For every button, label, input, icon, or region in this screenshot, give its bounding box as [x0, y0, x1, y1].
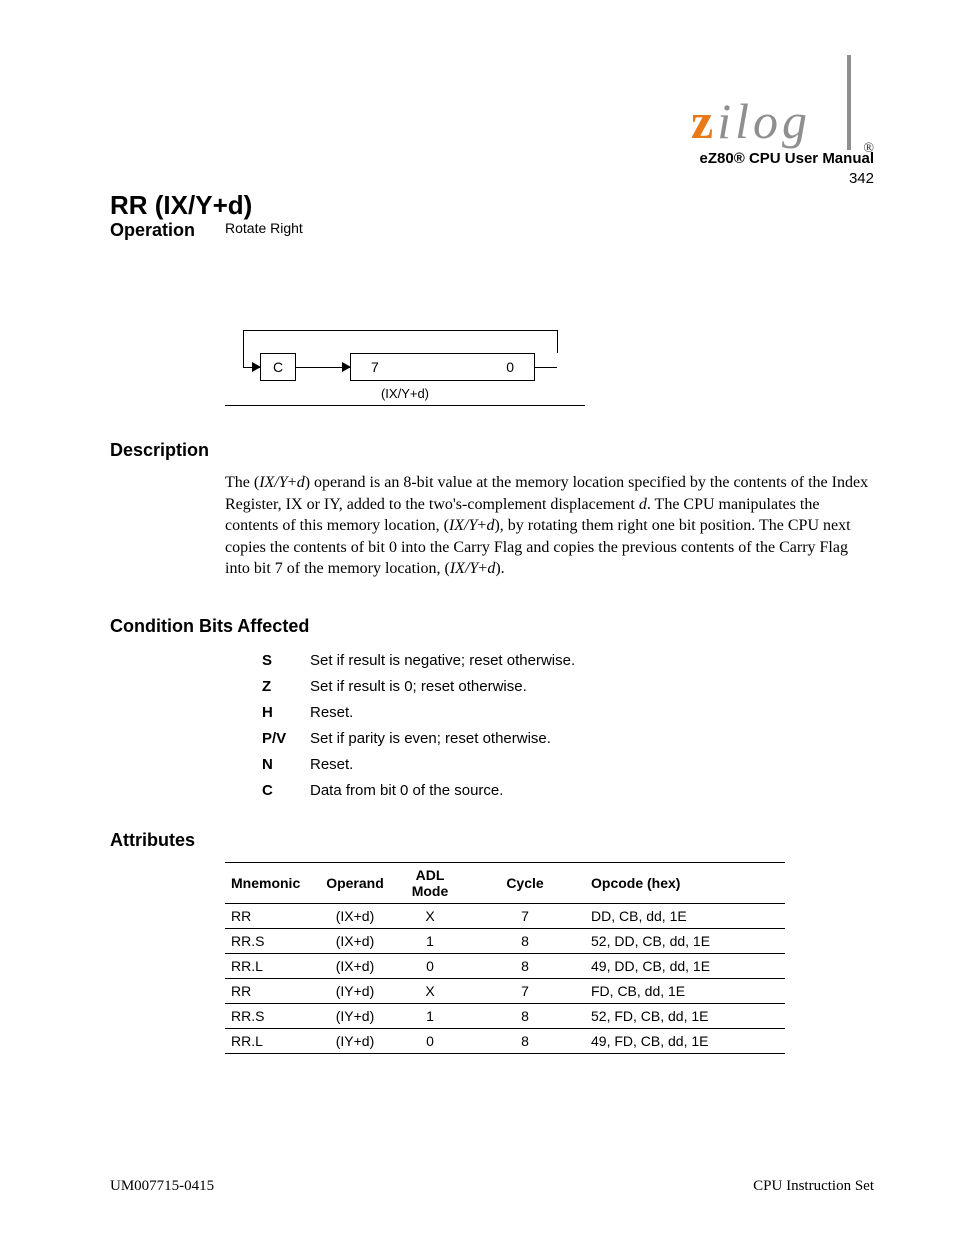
flags-heading: Condition Bits Affected: [110, 616, 309, 637]
table-cell: 8: [465, 1004, 585, 1029]
table-cell: RR: [225, 979, 315, 1004]
flag-text: Set if result is 0; reset otherwise.: [310, 674, 575, 700]
table-cell: FD, CB, dd, 1E: [585, 979, 785, 1004]
col-adl-mode: ADL Mode: [395, 863, 465, 904]
attributes-table: Mnemonic Operand ADL Mode Cycle Opcode (…: [225, 862, 785, 1054]
flag-key: Z: [262, 674, 286, 700]
table-cell: 8: [465, 929, 585, 954]
table-cell: (IX+d): [315, 954, 395, 979]
table-row: RR.L(IX+d)0849, DD, CB, dd, 1E: [225, 954, 785, 979]
table-cell: (IX+d): [315, 904, 395, 929]
operation-heading: Operation: [110, 220, 195, 241]
diagram-caption: (IX/Y+d): [225, 386, 585, 406]
carry-box: C: [260, 353, 296, 381]
registered-icon: ®: [863, 141, 874, 156]
flag-key: S: [262, 648, 286, 674]
flag-key: N: [262, 752, 286, 778]
desc-part-5: d: [639, 496, 647, 513]
table-cell: DD, CB, dd, 1E: [585, 904, 785, 929]
svg-text:zilog: zilog: [691, 93, 811, 149]
desc-part-2: +: [288, 474, 297, 491]
col-operand: Operand: [315, 863, 395, 904]
desc-part-12: +: [478, 560, 487, 577]
table-cell: 49, FD, CB, dd, 1E: [585, 1029, 785, 1054]
footer-left: UM007715-0415: [110, 1178, 214, 1195]
table-cell: X: [395, 904, 465, 929]
col-opcode: Opcode (hex): [585, 863, 785, 904]
description-heading: Description: [110, 440, 209, 461]
table-row: RR.L(IY+d)0849, FD, CB, dd, 1E: [225, 1029, 785, 1054]
table-cell: (IY+d): [315, 979, 395, 1004]
flag-text: Data from bit 0 of the source.: [310, 778, 575, 804]
desc-part-0: The (: [225, 474, 259, 491]
page-number: 342: [849, 170, 874, 187]
attributes-heading: Attributes: [110, 830, 195, 851]
table-cell: (IX+d): [315, 929, 395, 954]
table-cell: 0: [395, 954, 465, 979]
operation-label: Rotate Right: [225, 220, 303, 236]
table-cell: 0: [395, 1029, 465, 1054]
table-cell: 52, DD, CB, dd, 1E: [585, 929, 785, 954]
table-cell: 8: [465, 1029, 585, 1054]
desc-part-14: ).: [495, 560, 504, 577]
table-cell: RR.S: [225, 1004, 315, 1029]
desc-part-11: IX/Y: [450, 560, 478, 577]
table-cell: 1: [395, 1004, 465, 1029]
table-cell: RR.L: [225, 1029, 315, 1054]
flags-keys: S Z H P/V N C: [262, 648, 286, 804]
flag-text: Set if parity is even; reset otherwise.: [310, 726, 575, 752]
flags-texts: Set if result is negative; reset otherwi…: [310, 648, 575, 804]
operation-section: Operation: [110, 220, 195, 241]
instruction-title: RR (IX/Y+d): [110, 190, 252, 221]
rotate-diagram: C 7 0 (IX/Y+d): [225, 308, 585, 398]
bit7-label: 7: [371, 359, 379, 375]
flag-text: Set if result is negative; reset otherwi…: [310, 648, 575, 674]
table-row: RR.S(IY+d)1852, FD, CB, dd, 1E: [225, 1004, 785, 1029]
zilog-logo: zilog ®: [679, 50, 874, 165]
flag-text: Reset.: [310, 700, 575, 726]
flag-text: Reset.: [310, 752, 575, 778]
desc-part-1: IX/Y: [259, 474, 287, 491]
table-cell: (IY+d): [315, 1004, 395, 1029]
footer-right: CPU Instruction Set: [753, 1178, 874, 1195]
flag-key: H: [262, 700, 286, 726]
register-box: 7 0: [350, 353, 535, 381]
desc-part-7: IX/Y: [449, 517, 477, 534]
table-cell: RR: [225, 904, 315, 929]
table-row: RR(IY+d)X7FD, CB, dd, 1E: [225, 979, 785, 1004]
table-cell: RR.L: [225, 954, 315, 979]
table-cell: (IY+d): [315, 1029, 395, 1054]
bit0-label: 0: [506, 359, 514, 375]
table-cell: RR.S: [225, 929, 315, 954]
desc-part-3: d: [297, 474, 305, 491]
page-footer: UM007715-0415 CPU Instruction Set: [110, 1178, 874, 1195]
table-row: RR(IX+d)X7DD, CB, dd, 1E: [225, 904, 785, 929]
flag-key: P/V: [262, 726, 286, 752]
table-cell: 49, DD, CB, dd, 1E: [585, 954, 785, 979]
table-cell: 7: [465, 979, 585, 1004]
flag-key: C: [262, 778, 286, 804]
description-body: The (IX/Y+d) operand is an 8-bit value a…: [225, 472, 874, 580]
table-cell: 52, FD, CB, dd, 1E: [585, 1004, 785, 1029]
table-row: RR.S(IX+d)1852, DD, CB, dd, 1E: [225, 929, 785, 954]
col-mnemonic: Mnemonic: [225, 863, 315, 904]
table-cell: 1: [395, 929, 465, 954]
page: eZ80® CPU User Manual 342 zilog ® RR (IX…: [0, 0, 954, 1235]
table-cell: 8: [465, 954, 585, 979]
col-cycle: Cycle: [465, 863, 585, 904]
table-header-row: Mnemonic Operand ADL Mode Cycle Opcode (…: [225, 863, 785, 904]
table-cell: X: [395, 979, 465, 1004]
table-cell: 7: [465, 904, 585, 929]
carry-label: C: [273, 359, 283, 375]
